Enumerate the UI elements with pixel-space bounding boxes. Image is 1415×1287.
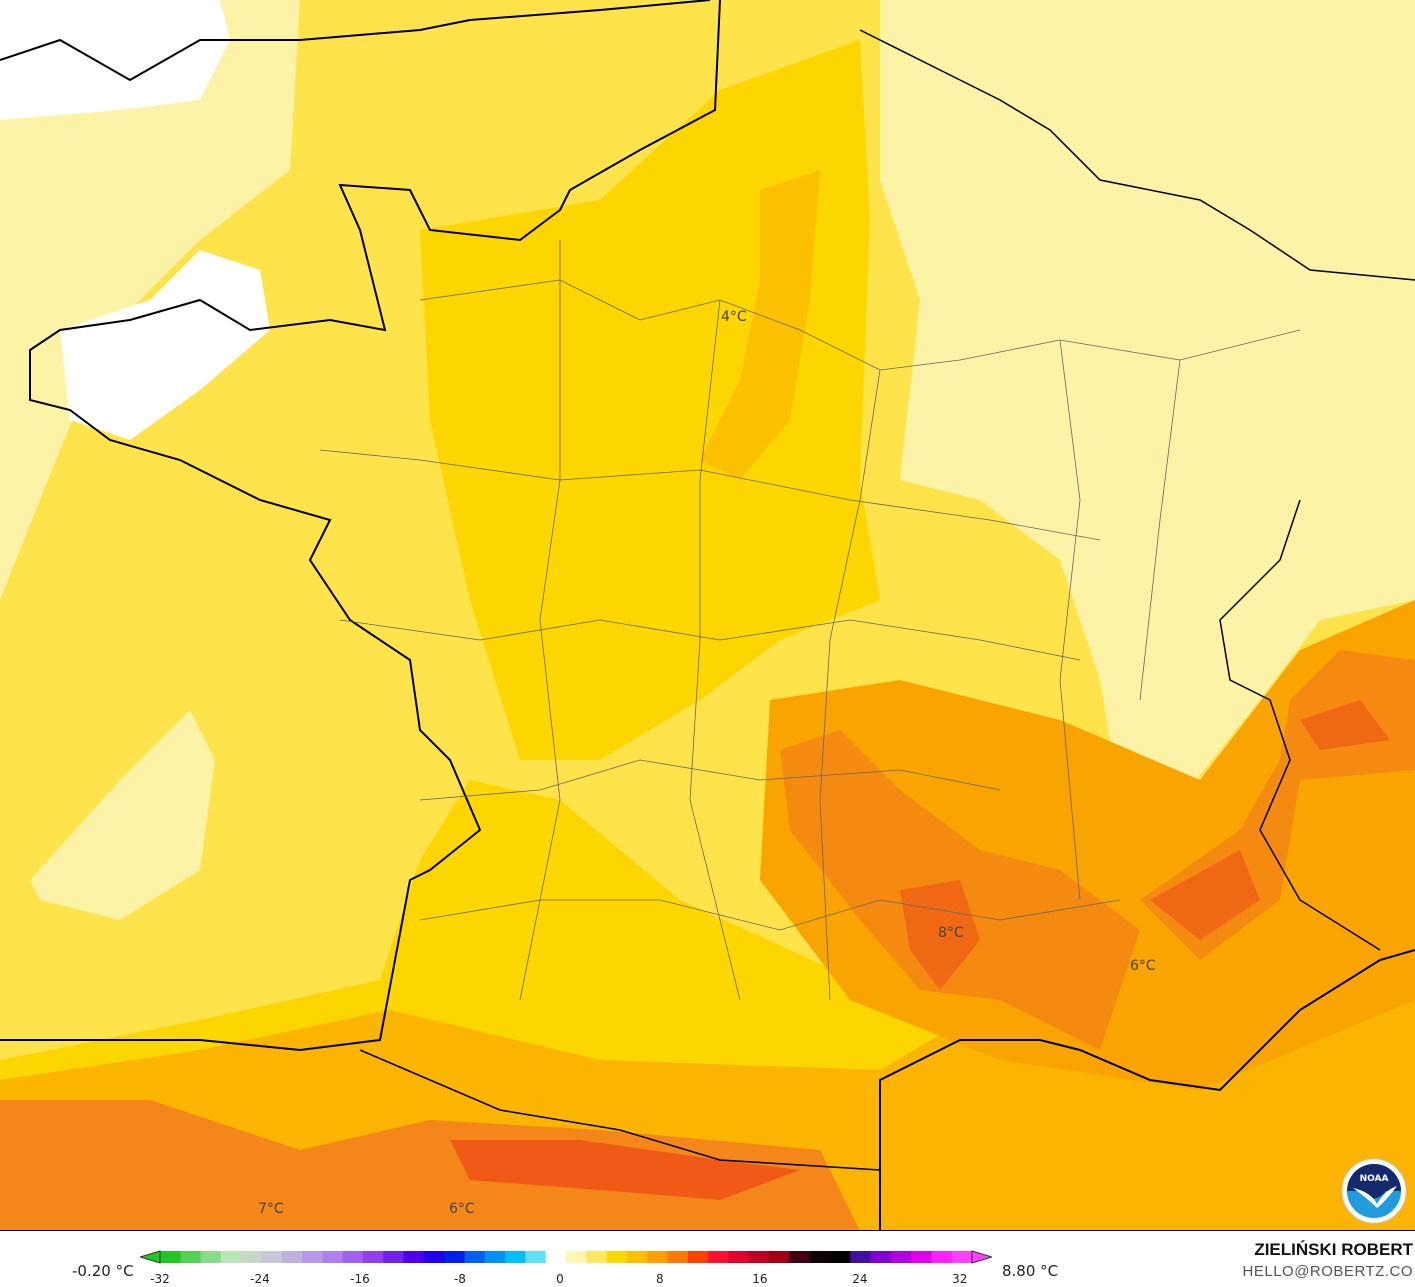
colorbar-segment bbox=[566, 1251, 587, 1263]
colorbar-extend-arrow bbox=[140, 1250, 161, 1264]
colorbar-tick-label: -16 bbox=[350, 1272, 370, 1286]
colorbar-segment bbox=[505, 1251, 526, 1263]
colorbar-segment bbox=[687, 1251, 709, 1263]
contour-red-alps bbox=[1150, 850, 1260, 940]
colorbar-segment bbox=[728, 1251, 750, 1263]
colorbar-segment bbox=[748, 1251, 770, 1263]
noaa-logo: NOAA bbox=[1341, 1158, 1407, 1224]
contour-white-brittany bbox=[60, 250, 270, 440]
colorbar-segment bbox=[626, 1251, 648, 1263]
colorbar-segment bbox=[647, 1251, 668, 1263]
colorbar-segment bbox=[769, 1251, 790, 1263]
colorbar-tick-label: 8 bbox=[656, 1272, 664, 1286]
colorbar-tick-label: -32 bbox=[150, 1272, 170, 1286]
colorbar-segment bbox=[850, 1251, 871, 1263]
coastline bbox=[0, 0, 1415, 1231]
contour-red-pyrenees bbox=[450, 1140, 800, 1200]
author-email: HELLO@ROBERTZ.CO bbox=[1242, 1263, 1413, 1280]
colorbar-tick-label: -24 bbox=[250, 1272, 270, 1286]
colorbar-segment bbox=[890, 1251, 912, 1263]
temperature-label: 8°C bbox=[938, 925, 964, 941]
temperature-label: 7°C bbox=[258, 1201, 284, 1217]
contour-pale-west bbox=[0, 0, 300, 600]
contour-amber-paris bbox=[700, 170, 820, 480]
contour-red-cevennes bbox=[900, 880, 980, 990]
colorbar-tick-label: 32 bbox=[952, 1272, 968, 1286]
colorbar-segment bbox=[444, 1251, 465, 1263]
colorbar-segment bbox=[484, 1251, 506, 1263]
colorbar-segment bbox=[220, 1251, 242, 1263]
min-value: -0.20 °C bbox=[72, 1262, 134, 1280]
colorbar-segment bbox=[322, 1251, 344, 1263]
colorbar-segment bbox=[464, 1251, 486, 1263]
colorbar-segment bbox=[180, 1251, 202, 1263]
colorbar-extend-arrow bbox=[971, 1250, 992, 1264]
colorbar-segment bbox=[302, 1251, 323, 1263]
colorbar-segment bbox=[708, 1251, 729, 1263]
colorbar-segment bbox=[525, 1251, 547, 1263]
temperature-label: 4°C bbox=[721, 309, 747, 325]
contour-pale-atlantic bbox=[30, 710, 215, 920]
colorbar-segment bbox=[809, 1251, 831, 1263]
temperature-label: 6°C bbox=[449, 1201, 475, 1217]
colorbar-segment bbox=[586, 1251, 608, 1263]
author-name: ZIELIŃSKI ROBERT bbox=[1254, 1240, 1413, 1259]
temperature-map bbox=[0, 0, 1415, 1231]
temperature-label: 6°C bbox=[1130, 958, 1156, 974]
map-border bbox=[0, 1230, 1415, 1231]
country-borders bbox=[359, 29, 1415, 1171]
colorbar-tick-label: 0 bbox=[556, 1272, 564, 1286]
colorbar-segment bbox=[342, 1251, 364, 1263]
colorbar-segment bbox=[951, 1251, 973, 1263]
colorbar-segment bbox=[931, 1251, 953, 1263]
colorbar-segment bbox=[200, 1251, 222, 1263]
colorbar-segment bbox=[911, 1251, 932, 1263]
colorbar-segment bbox=[545, 1251, 567, 1263]
colorbar-segment bbox=[363, 1251, 384, 1263]
colorbar-segment bbox=[261, 1251, 283, 1263]
colorbar-segment bbox=[423, 1251, 445, 1263]
contour-pale-east bbox=[880, 0, 1415, 800]
colorbar-segment bbox=[383, 1251, 405, 1263]
colorbar-segment bbox=[281, 1251, 303, 1263]
colorbar-tick-label: 16 bbox=[752, 1272, 768, 1286]
colorbar-segment bbox=[403, 1251, 425, 1263]
colorbar-segment bbox=[870, 1251, 892, 1263]
contour-white-nw bbox=[0, 0, 230, 120]
contour-red-italy bbox=[1300, 700, 1390, 750]
colorbar bbox=[140, 1250, 992, 1264]
colorbar-tick-label: -8 bbox=[453, 1272, 466, 1286]
contour-orange-pyrenees bbox=[0, 1100, 860, 1231]
colorbar-segment bbox=[789, 1251, 811, 1263]
colorbar-segment bbox=[606, 1251, 628, 1263]
colorbar-segment bbox=[160, 1251, 181, 1263]
colorbar-segment bbox=[667, 1251, 689, 1263]
colorbar-segment bbox=[241, 1251, 262, 1263]
max-value: 8.80 °C bbox=[1002, 1262, 1059, 1280]
region-borders bbox=[319, 240, 1301, 1001]
svg-text:NOAA: NOAA bbox=[1360, 1174, 1389, 1184]
colorbar-tick-label: 24 bbox=[852, 1272, 868, 1286]
colorbar-segment bbox=[829, 1251, 851, 1263]
